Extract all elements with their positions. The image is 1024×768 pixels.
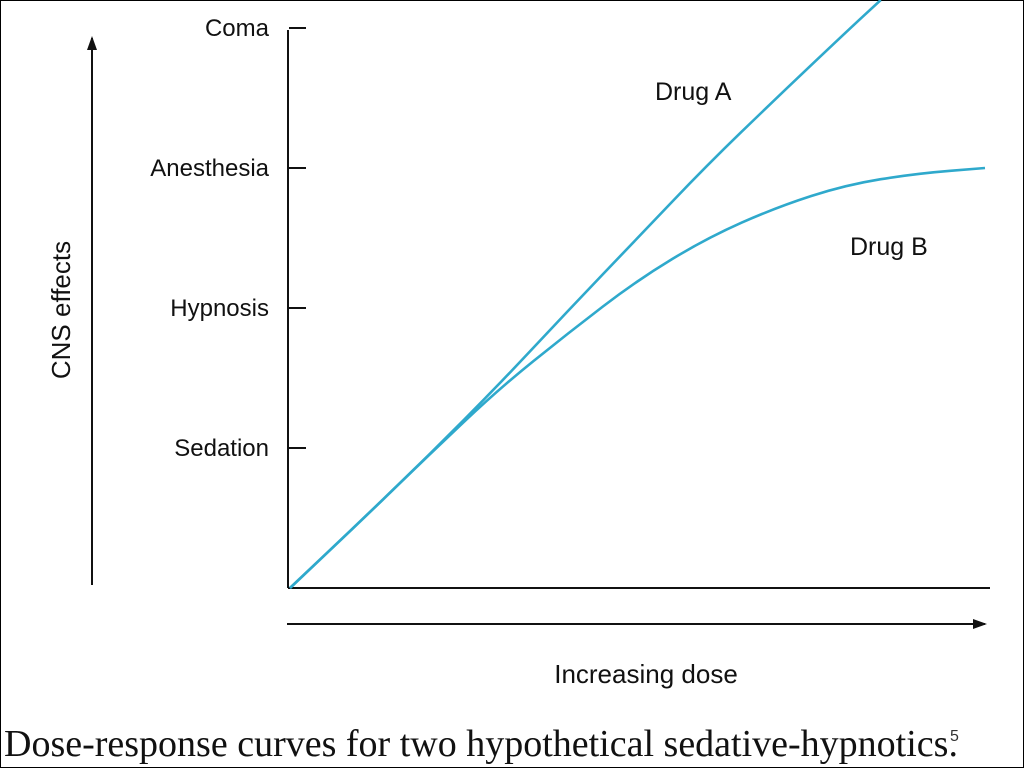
series-label-drug-b: Drug B bbox=[850, 233, 928, 261]
series-label-drug-a: Drug A bbox=[655, 78, 732, 106]
x-axis-label: Increasing dose bbox=[554, 659, 738, 689]
series-curves bbox=[289, 0, 986, 589]
y-tick-label: Hypnosis bbox=[170, 295, 269, 322]
slide-number: 5 bbox=[950, 728, 959, 745]
y-tick-label: Sedation bbox=[174, 435, 269, 462]
y-ticks: Sedation Hypnosis Anesthesia Coma bbox=[150, 15, 306, 462]
figure-caption: Dose-response curves for two hypothetica… bbox=[4, 723, 958, 765]
y-tick-label: Anesthesia bbox=[150, 155, 269, 182]
series-line-drug-a bbox=[289, 0, 882, 589]
series-line-drug-b bbox=[289, 166, 986, 589]
y-tick-label: Coma bbox=[205, 15, 270, 42]
y-axis-label: CNS effects bbox=[46, 241, 76, 379]
